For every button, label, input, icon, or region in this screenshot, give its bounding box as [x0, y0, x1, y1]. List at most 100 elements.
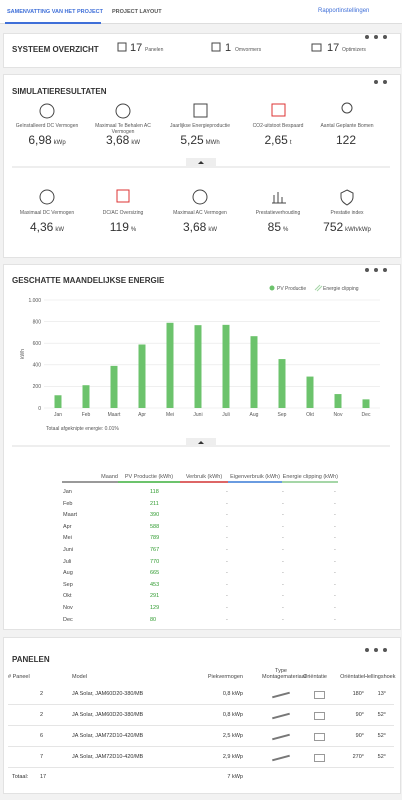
stat-value: 4,36 kW — [7, 220, 87, 234]
panel-power: 0,8 kWp — [222, 691, 243, 697]
empty-cell: - — [282, 570, 284, 577]
month: Mei — [63, 535, 72, 542]
row-line — [8, 704, 394, 705]
month: Apr — [63, 523, 72, 530]
empty-cell: - — [282, 547, 284, 553]
empty-cell: - — [282, 605, 284, 611]
empty-cell: - — [226, 500, 228, 507]
table-header: Maand — [101, 474, 118, 480]
total-label: Totaal: — [12, 774, 29, 780]
empty-cell: - — [282, 535, 284, 542]
y-tick-label: 200 — [33, 384, 42, 390]
empty-cell: - — [282, 616, 284, 623]
chart: 0 200 400 600 800 1.000 kWh Jan Feb Maart Apr Mei Ju… — [20, 284, 380, 418]
legend-swatch — [269, 285, 275, 291]
icons — [39, 42, 354, 206]
tab[interactable]: SAMENVATTING VAN HET PROJECT — [7, 9, 103, 15]
y-tick-label: 400 — [33, 363, 42, 369]
panel-tilt: 52° — [377, 733, 386, 739]
value: 3,68 — [105, 133, 130, 147]
card-title: SYSTEEM OVERZICHT — [12, 45, 99, 54]
collapse-arrow — [198, 441, 204, 444]
value: 85 — [267, 220, 281, 234]
table-header: Verbruik (kWh) — [185, 474, 223, 480]
total-power: 7 kWp — [227, 774, 243, 780]
orient-icon — [314, 754, 325, 762]
bar — [166, 322, 174, 408]
bar — [194, 325, 202, 408]
orient-icon — [314, 691, 325, 699]
tab[interactable]: PROJECT LAYOUT — [112, 9, 162, 15]
pv-value: 80 — [150, 616, 157, 623]
x-tick-label: Maart — [108, 412, 121, 418]
x-tick-label: Juni — [193, 412, 202, 418]
unit: % — [130, 227, 137, 233]
x-tick-label: Nov — [334, 412, 343, 418]
panel-model: JA Solar, JAM60D20-380/MB — [72, 691, 144, 697]
stat-value: 122 — [307, 133, 387, 147]
panel-model: JA Solar, JAM72D10-420/MB — [72, 754, 144, 760]
value: 122 — [335, 133, 357, 147]
panel-orientation: 270° — [352, 754, 364, 760]
table-header: Model — [72, 674, 87, 680]
note: Totaal afgeknipte energie: 0.01% — [46, 426, 119, 432]
panel-power: 2,5 kWp — [222, 733, 243, 739]
empty-cell: - — [334, 558, 336, 565]
collapse-arrow — [198, 161, 204, 164]
x-tick-label: Okt — [306, 412, 314, 418]
unit: t — [289, 140, 292, 146]
pv-value: 588 — [150, 523, 160, 530]
legend-label: Energie clipping — [323, 286, 359, 292]
panel-orientation: 180° — [352, 691, 364, 697]
panel-power: 2,9 kWp — [222, 754, 243, 760]
empty-cell: - — [334, 605, 336, 611]
bar — [138, 344, 146, 408]
value: 6,98 — [28, 133, 52, 147]
row-line — [8, 746, 394, 747]
legend-swatch — [314, 284, 323, 292]
stat-value: 6,98 kWp — [7, 133, 87, 147]
x-tick-label: Dec — [362, 412, 371, 418]
stat-value: 3,68 kW — [83, 133, 163, 147]
empty-cell: - — [334, 500, 336, 507]
overview-label: Omvormers — [235, 47, 262, 53]
value: 2,65 — [264, 133, 288, 147]
card-title: GESCHATTE MAANDELIJKSE ENERGIE — [12, 276, 165, 285]
unit: kWh/kWp — [345, 227, 371, 233]
bar — [334, 394, 342, 408]
bar — [362, 399, 370, 408]
empty-cell: - — [226, 616, 228, 623]
overview-value: 17 — [130, 42, 143, 54]
month: Dec — [63, 616, 73, 623]
empty-cell: - — [282, 500, 284, 507]
empty-cell: - — [226, 535, 228, 542]
table-header: Oriëntatie — [340, 674, 364, 680]
unit: kW — [131, 140, 141, 146]
panel-tilt: 52° — [377, 754, 386, 760]
y-axis-label: kWh — [20, 349, 26, 359]
x-tick-label: Jan — [54, 412, 62, 418]
stat-value: 85% — [238, 220, 318, 234]
empty-cell: - — [282, 581, 284, 588]
unit: MWh — [205, 140, 220, 146]
month: Juli — [63, 558, 72, 565]
panel-model: JA Solar, JAM60D20-380/MB — [72, 712, 144, 718]
table-header: Energie clipping (kWh) — [282, 474, 338, 480]
table-header: PV Productie (kWh) — [124, 474, 174, 480]
total-count: 17 — [40, 774, 47, 780]
overview-card — [3, 33, 401, 68]
card-title: SIMULATIERESULTATEN — [12, 87, 107, 96]
x-tick-label: Aug — [250, 412, 259, 418]
empty-cell: - — [226, 605, 228, 611]
panel-model: JA Solar, JAM72D10-420/MB — [72, 733, 144, 739]
row-line — [8, 725, 394, 726]
empty-cell: - — [334, 523, 336, 530]
empty-cell: - — [226, 489, 228, 495]
bar — [110, 365, 118, 408]
report-settings[interactable]: Rapportinstellingen — [318, 8, 370, 14]
panel-count: 2 — [40, 712, 44, 718]
stat-label: Geïnstalleerd DC Vermogen — [15, 123, 79, 129]
pv-value: 390 — [150, 512, 160, 519]
panel-power: 0,8 kWp — [222, 712, 243, 718]
stat-label: Maximaal AC Vermogen — [173, 210, 227, 216]
